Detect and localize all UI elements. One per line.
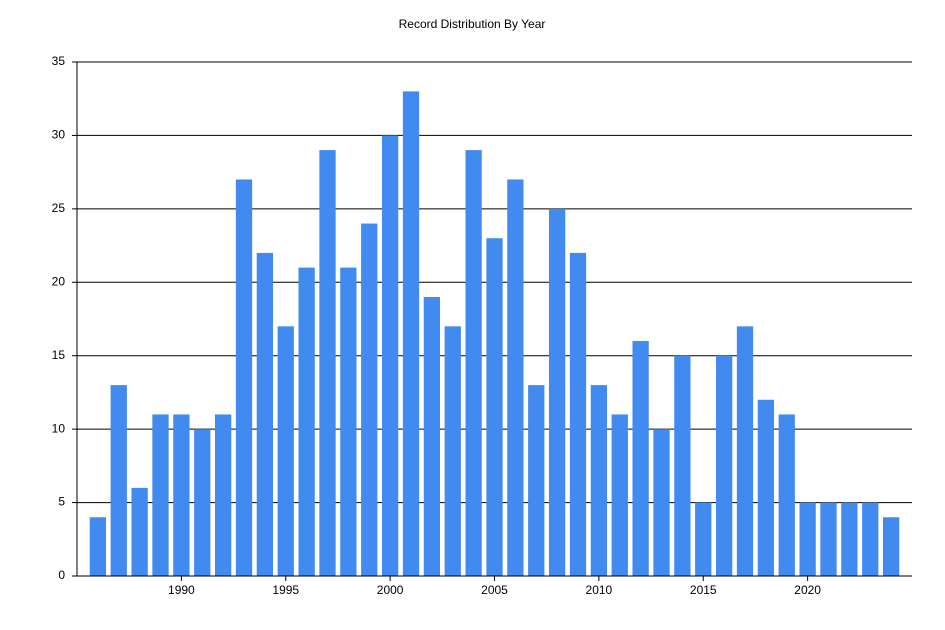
bar (653, 429, 670, 576)
y-tick-label: 25 (52, 201, 66, 215)
x-tick-label: 2000 (377, 583, 404, 597)
bar (194, 429, 211, 576)
bar (277, 326, 294, 576)
bar (695, 502, 712, 576)
bar (736, 326, 754, 576)
bar (256, 252, 274, 576)
bar (381, 135, 399, 576)
y-tick-label: 30 (52, 128, 66, 142)
y-tick-label: 10 (52, 421, 66, 435)
bar (674, 355, 691, 576)
y-tick-label: 35 (52, 54, 66, 68)
bar (820, 502, 837, 576)
bar (569, 252, 587, 576)
bar (632, 341, 649, 576)
y-tick-label: 0 (58, 568, 65, 582)
bar (298, 267, 315, 576)
y-tick-label: 15 (52, 348, 66, 362)
bar (361, 223, 378, 577)
bar (778, 414, 795, 576)
bar (590, 385, 608, 576)
bar (173, 414, 190, 576)
bar (486, 238, 503, 576)
bar (528, 385, 545, 576)
bar (131, 487, 148, 576)
x-tick-label: 2015 (690, 583, 717, 597)
bar (882, 517, 900, 576)
bar (89, 517, 107, 576)
x-tick-label: 1990 (168, 583, 195, 597)
bar (214, 414, 232, 576)
bar (507, 179, 524, 576)
bar (799, 502, 816, 576)
chart-title: Record Distribution By Year (399, 17, 546, 31)
bar (548, 208, 566, 576)
bar (340, 267, 357, 576)
bar (444, 326, 461, 576)
bar (235, 179, 253, 576)
x-tick-label: 2005 (481, 583, 508, 597)
bar (611, 414, 628, 576)
y-tick-label: 5 (58, 495, 65, 509)
x-tick-label: 1995 (272, 583, 299, 597)
bar (841, 502, 858, 576)
bar (423, 296, 441, 576)
bar (152, 414, 169, 576)
bar (757, 399, 775, 576)
bar (862, 502, 879, 576)
bar (465, 150, 482, 576)
bar (402, 91, 420, 576)
y-tick-label: 20 (52, 274, 66, 288)
bar (319, 150, 336, 576)
x-tick-label: 2010 (586, 583, 613, 597)
bar (110, 385, 127, 576)
bar (715, 355, 733, 576)
x-tick-label: 2020 (794, 583, 821, 597)
